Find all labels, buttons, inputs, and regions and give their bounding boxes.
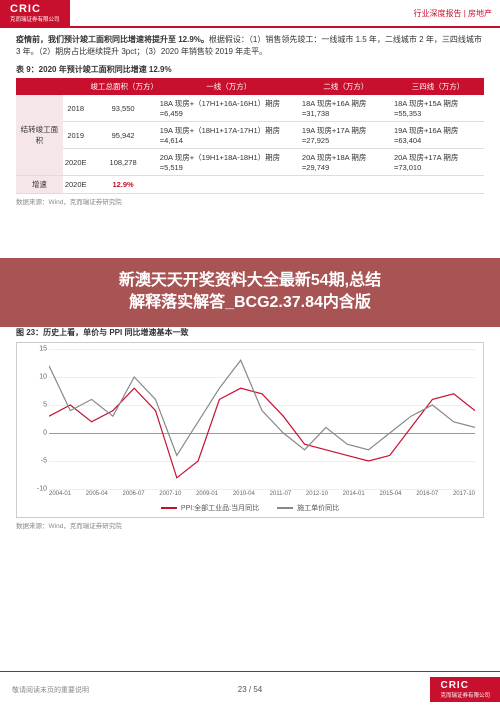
footer-note: 敬请阅读末页的重要说明 [0,685,89,695]
cell: 18A 现房+16A 期房=31,738 [300,95,392,122]
th: 一线（万方） [158,78,300,95]
cell: 2020E [63,176,89,194]
footer-logo-text: CRIC [440,680,490,691]
table-header-row: 竣工总面积（万方） 一线（万方） 二线（万方） 三四线（万方） [16,78,484,95]
footer-logo: CRIC 克而瑞证券有限公司 [430,677,500,702]
x-axis-labels: 2004-012005-042006-072007-102009-012010-… [21,491,479,497]
row-group: 结转竣工面积 [16,95,63,176]
table-row: 2020E 108,278 20A 现房+（19H1+18A-18H1）期房=5… [16,149,484,176]
logo-text: CRIC [10,3,60,15]
intro-bold: 疫情前，我们预计竣工面积同比增速将提升至 12.9%。 [16,35,209,44]
th: 二线（万方） [300,78,392,95]
cell: 95,942 [89,122,158,149]
header: CRIC 克而瑞证券有限公司 行业深度报告 | 房地产 [0,0,500,28]
header-category: 行业深度报告 | 房地产 [413,8,500,19]
table-source: 数据来源：Wind，克而瑞证券研究院 [16,196,484,206]
th: 竣工总面积（万方） [89,78,158,95]
cell: 18A 现房+（17H1+16A-16H1）期房=6,459 [158,95,300,122]
cell: 2018 [63,95,89,122]
cell: 19A 现房+（18H1+17A-17H1）期房=4,614 [158,122,300,149]
cell: 19A 现房+17A 期房=27,925 [300,122,392,149]
table-growth-row: 增速 2020E 12.9% [16,176,484,194]
table-row: 2019 95,942 19A 现房+（18H1+17A-17H1）期房=4,6… [16,122,484,149]
chart-plot: -10-5051015 [21,349,479,489]
overlay-line2: 解释落实解答_BCG2.37.84内含版 [8,292,492,314]
growth-value: 12.9% [89,176,158,194]
overlay-banner: 新澳天天开奖资料大全最新54期,总结 解释落实解答_BCG2.37.84内含版 [0,258,500,327]
cell [158,176,484,194]
cell: 20A 现房+17A 期房=73,010 [392,149,484,176]
chart-title: 图 23：历史上看，单价与 PPI 同比增速基本一致 [16,327,484,338]
chart-source: 数据来源：Wind，克而瑞证券研究院 [16,520,484,530]
chart-container: -10-5051015 2004-012005-042006-072007-10… [16,342,484,518]
th [16,78,89,95]
cell: 93,550 [89,95,158,122]
overlay-line1: 新澳天天开奖资料大全最新54期,总结 [8,270,492,292]
content: 疫情前，我们预计竣工面积同比增速将提升至 12.9%。根据假设：（1）销售领先竣… [0,28,500,208]
data-table: 竣工总面积（万方） 一线（万方） 二线（万方） 三四线（万方） 结转竣工面积 2… [16,78,484,194]
footer: 敬请阅读末页的重要说明 23 / 54 CRIC 克而瑞证券有限公司 [0,671,500,707]
logo-box: CRIC 克而瑞证券有限公司 [0,0,70,27]
cell: 20A 现房+（19H1+18A-18H1）期房=5,519 [158,149,300,176]
intro-paragraph: 疫情前，我们预计竣工面积同比增速将提升至 12.9%。根据假设：（1）销售领先竣… [16,34,484,58]
cell: 108,278 [89,149,158,176]
cell: 2020E [63,149,89,176]
footer-logo-sub: 克而瑞证券有限公司 [440,691,490,699]
cell: 20A 现房+18A 期房=29,749 [300,149,392,176]
cell: 2019 [63,122,89,149]
cell: 18A 现房+15A 期房=55,353 [392,95,484,122]
chart-legend: PPI:全部工业品:当月同比施工单价同比 [21,503,479,513]
th: 三四线（万方） [392,78,484,95]
logo-subtext: 克而瑞证券有限公司 [10,15,60,23]
below-section: 预测的 2020 年 PPI 增速的中位数 0.2%作为单价的参考。我们认为单价… [0,308,500,530]
page-number: 23 / 54 [238,685,262,694]
cell: 19A 现房+16A 期房=63,404 [392,122,484,149]
table-row: 结转竣工面积 2018 93,550 18A 现房+（17H1+16A-16H1… [16,95,484,122]
growth-label: 增速 [16,176,63,194]
table-title: 表 9：2020 年预计竣工面积同比增速 12.9% [16,64,484,75]
